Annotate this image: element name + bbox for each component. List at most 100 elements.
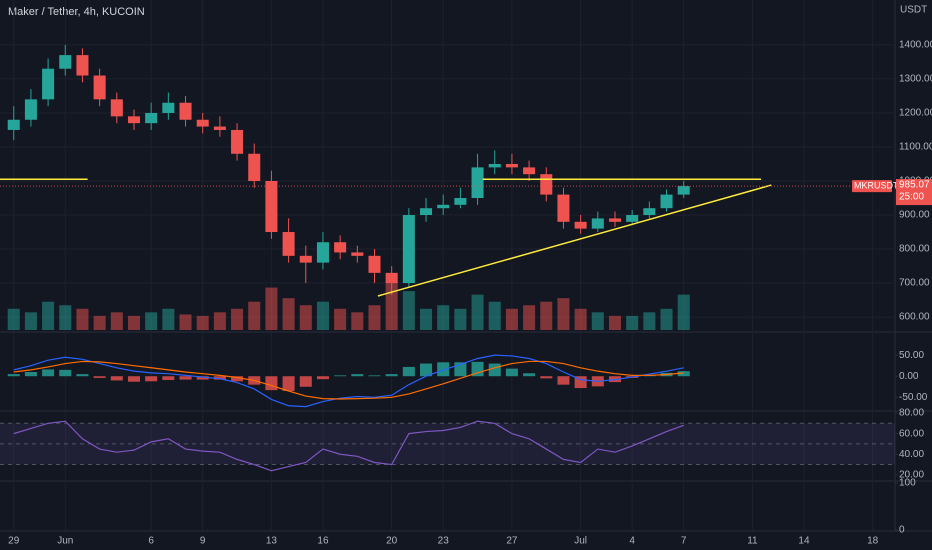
macd-histogram-bar bbox=[523, 373, 536, 377]
candle-body bbox=[368, 255, 381, 273]
candle-body bbox=[24, 99, 37, 120]
candle-body bbox=[110, 99, 123, 117]
x-tick-label: Jun bbox=[57, 536, 73, 547]
macd-histogram-bar bbox=[299, 376, 312, 387]
candle-body bbox=[677, 186, 690, 195]
candle-body bbox=[162, 102, 175, 113]
y-tick-label: 1100.00 bbox=[899, 142, 932, 153]
volume-bar bbox=[59, 305, 72, 330]
macd-histogram-bar bbox=[196, 376, 209, 380]
candle-body bbox=[265, 180, 278, 233]
macd-histogram-bar bbox=[385, 374, 398, 377]
x-tick-label: 11 bbox=[747, 536, 758, 547]
x-tick-label: 13 bbox=[266, 536, 278, 547]
volume-bar bbox=[677, 294, 690, 330]
macd-histogram-bar bbox=[59, 369, 72, 377]
macd-histogram-bar bbox=[505, 368, 518, 377]
candle-body bbox=[282, 232, 295, 256]
candle-body bbox=[471, 167, 484, 198]
candle-body bbox=[213, 126, 226, 130]
volume-bar bbox=[540, 301, 553, 330]
candle-body bbox=[351, 252, 364, 256]
x-tick-label: 9 bbox=[200, 536, 206, 547]
candle-body bbox=[523, 167, 536, 175]
candle-body bbox=[127, 116, 141, 124]
y-tick-label: -50.00 bbox=[899, 392, 928, 403]
y-tick-label: 700.00 bbox=[899, 278, 930, 289]
candle-body bbox=[145, 112, 158, 124]
y-tick-label: 1400.00 bbox=[899, 40, 932, 51]
macd-line bbox=[13, 354, 684, 408]
volume-bar bbox=[557, 298, 570, 330]
macd-histogram-bar bbox=[110, 376, 123, 381]
x-tick-label: 4 bbox=[629, 536, 635, 547]
volume-bar bbox=[626, 315, 639, 330]
candle-body bbox=[574, 221, 587, 229]
x-tick-label: 6 bbox=[148, 536, 154, 547]
y-tick-label: 50.00 bbox=[899, 350, 924, 361]
macd-histogram-bar bbox=[42, 369, 55, 377]
candle-body bbox=[196, 119, 209, 127]
macd-histogram-bar bbox=[231, 376, 244, 382]
chart-title: Maker / Tether, 4h, KUCOIN bbox=[8, 6, 145, 18]
candle-body bbox=[248, 153, 261, 181]
x-tick-label: 20 bbox=[386, 536, 398, 547]
macd-histogram-bar bbox=[351, 374, 364, 377]
candle-body bbox=[643, 208, 656, 216]
volume-bar bbox=[24, 312, 37, 330]
volume-bar bbox=[454, 308, 467, 330]
macd-histogram-bar bbox=[334, 375, 347, 377]
y-tick-label: 800.00 bbox=[899, 244, 930, 255]
candle-body bbox=[76, 55, 89, 76]
candle-body bbox=[591, 218, 604, 229]
y-tick-label: 600.00 bbox=[899, 312, 930, 323]
x-tick-label: 14 bbox=[798, 536, 810, 547]
candle-body bbox=[660, 194, 673, 209]
x-tick-label: 18 bbox=[867, 536, 879, 547]
macd-histogram-bar bbox=[76, 374, 89, 377]
y-tick-label: 100 bbox=[899, 478, 916, 489]
volume-bar bbox=[7, 308, 20, 330]
macd-histogram-bar bbox=[162, 376, 175, 381]
volume-bar bbox=[127, 315, 141, 330]
candle-body bbox=[540, 174, 553, 195]
x-tick-label: 7 bbox=[681, 536, 687, 547]
macd-histogram-bar bbox=[540, 376, 553, 379]
macd-histogram-bar bbox=[488, 363, 501, 377]
trendline bbox=[377, 184, 772, 297]
macd-histogram-bar bbox=[437, 362, 450, 377]
candle-body bbox=[385, 272, 398, 284]
candle-body bbox=[420, 208, 433, 216]
volume-bar bbox=[162, 308, 175, 330]
volume-bar bbox=[110, 312, 123, 330]
volume-bar bbox=[76, 308, 89, 330]
volume-bar bbox=[574, 308, 587, 330]
volume-bar bbox=[505, 308, 518, 330]
x-tick-label: 16 bbox=[317, 536, 329, 547]
candle-body bbox=[557, 194, 570, 222]
candle-body bbox=[402, 215, 415, 284]
volume-bar bbox=[608, 315, 622, 330]
volume-bar bbox=[660, 308, 673, 330]
volume-bar bbox=[351, 312, 364, 330]
y-tick-label: 20.00 bbox=[899, 469, 924, 480]
macd-histogram-bar bbox=[557, 376, 570, 385]
volume-bar bbox=[488, 301, 501, 330]
volume-bar bbox=[248, 301, 261, 330]
volume-bar bbox=[265, 287, 278, 330]
macd-histogram-bar bbox=[127, 376, 141, 382]
candle-body bbox=[437, 204, 450, 209]
y-tick-label: 0 bbox=[899, 525, 905, 536]
candle-body bbox=[608, 218, 622, 222]
volume-bar bbox=[471, 294, 484, 330]
macd-histogram-bar bbox=[368, 375, 381, 377]
symbol-label: MKRUSDT bbox=[854, 180, 899, 190]
macd-histogram-bar bbox=[265, 376, 278, 391]
last-price-box bbox=[896, 179, 932, 206]
x-tick-label: 29 bbox=[8, 536, 20, 547]
volume-bar bbox=[179, 314, 192, 330]
candle-body bbox=[299, 255, 312, 263]
x-tick-label: 27 bbox=[506, 536, 518, 547]
